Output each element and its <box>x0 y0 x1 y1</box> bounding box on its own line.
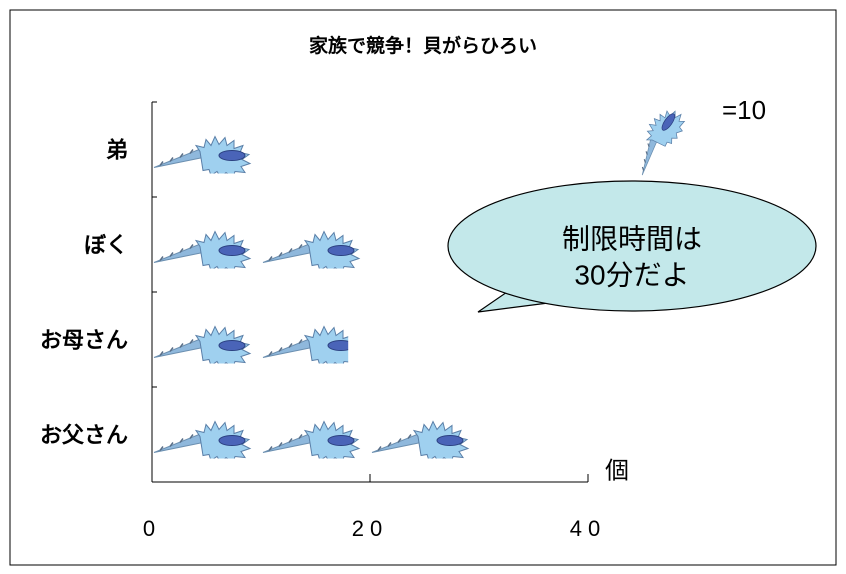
x-axis-label: 個 <box>605 457 629 484</box>
category-label: ぼく <box>84 232 128 257</box>
callout-text: 制限時間は <box>562 223 702 254</box>
x-tick-label: 20 <box>352 516 388 541</box>
legend-label: =10 <box>722 95 766 125</box>
legend-icon <box>622 102 691 180</box>
bar <box>152 414 479 459</box>
x-tick-label: 0 <box>143 516 161 541</box>
callout-seam <box>508 290 555 300</box>
frame <box>9 9 837 566</box>
x-tick-label: 40 <box>570 516 606 541</box>
callout-bubble <box>447 180 817 312</box>
category-label: お父さん <box>40 422 128 447</box>
category-label: 弟 <box>106 137 128 162</box>
bar <box>152 224 370 269</box>
bar <box>152 129 261 174</box>
bar <box>152 319 349 364</box>
category-label: お母さん <box>40 327 128 352</box>
callout-text: 30分だよ <box>574 259 689 290</box>
callout: 制限時間は 30分だよ <box>447 180 817 313</box>
chart-title: 家族で競争！貝がらひろい <box>309 34 537 57</box>
